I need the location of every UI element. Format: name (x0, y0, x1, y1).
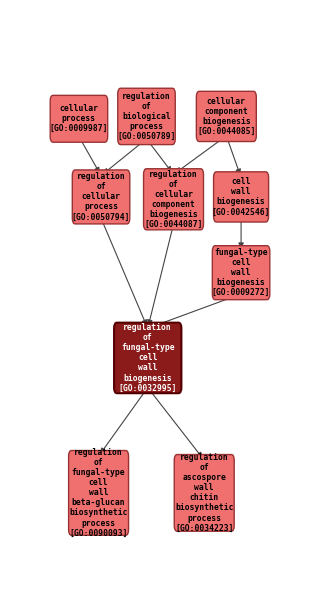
FancyBboxPatch shape (144, 169, 204, 230)
FancyBboxPatch shape (50, 95, 108, 142)
Text: regulation
of
fungal-type
cell
wall
biogenesis
[GO:0032995]: regulation of fungal-type cell wall biog… (119, 323, 177, 392)
FancyBboxPatch shape (174, 454, 234, 531)
FancyBboxPatch shape (212, 246, 270, 300)
Text: fungal-type
cell
wall
biogenesis
[GO:0009272]: fungal-type cell wall biogenesis [GO:000… (212, 248, 270, 297)
FancyBboxPatch shape (68, 451, 129, 535)
FancyBboxPatch shape (72, 170, 130, 224)
FancyBboxPatch shape (118, 88, 175, 145)
Text: regulation
of
cellular
component
biogenesis
[GO:0044087]: regulation of cellular component biogene… (144, 170, 203, 229)
Text: regulation
of
biological
process
[GO:0050789]: regulation of biological process [GO:005… (117, 92, 176, 141)
Text: cellular
process
[GO:0009987]: cellular process [GO:0009987] (50, 104, 108, 133)
Text: cell
wall
biogenesis
[GO:0042546]: cell wall biogenesis [GO:0042546] (212, 177, 270, 216)
Text: regulation
of
fungal-type
cell
wall
beta-glucan
biosynthetic
process
[GO:0090093: regulation of fungal-type cell wall beta… (69, 448, 128, 538)
FancyBboxPatch shape (196, 91, 256, 141)
FancyBboxPatch shape (114, 323, 181, 393)
Text: cellular
component
biogenesis
[GO:0044085]: cellular component biogenesis [GO:004408… (197, 97, 256, 136)
FancyBboxPatch shape (214, 172, 268, 222)
Text: regulation
of
cellular
process
[GO:0050794]: regulation of cellular process [GO:00507… (72, 172, 130, 221)
Text: regulation
of
ascospore
wall
chitin
biosynthetic
process
[GO:0034223]: regulation of ascospore wall chitin bios… (175, 453, 234, 533)
